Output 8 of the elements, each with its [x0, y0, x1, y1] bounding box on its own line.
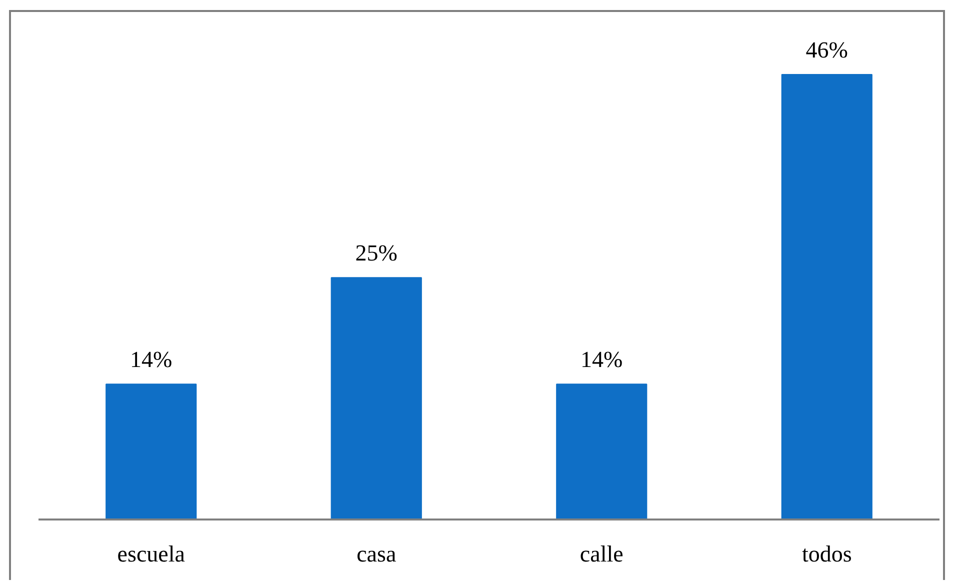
data-label: 14% — [580, 347, 623, 372]
x-tick-label: escuela — [117, 542, 185, 566]
x-tick-label: calle — [580, 542, 624, 566]
data-label: 25% — [355, 240, 398, 266]
x-tick-label: todos — [802, 542, 852, 566]
x-tick-label: casa — [356, 542, 396, 566]
data-label: 14% — [130, 347, 172, 372]
data-label: 46% — [806, 38, 848, 62]
